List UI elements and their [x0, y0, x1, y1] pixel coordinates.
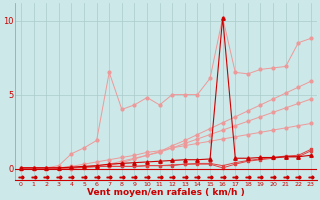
X-axis label: Vent moyen/en rafales ( km/h ): Vent moyen/en rafales ( km/h ) — [87, 188, 245, 197]
